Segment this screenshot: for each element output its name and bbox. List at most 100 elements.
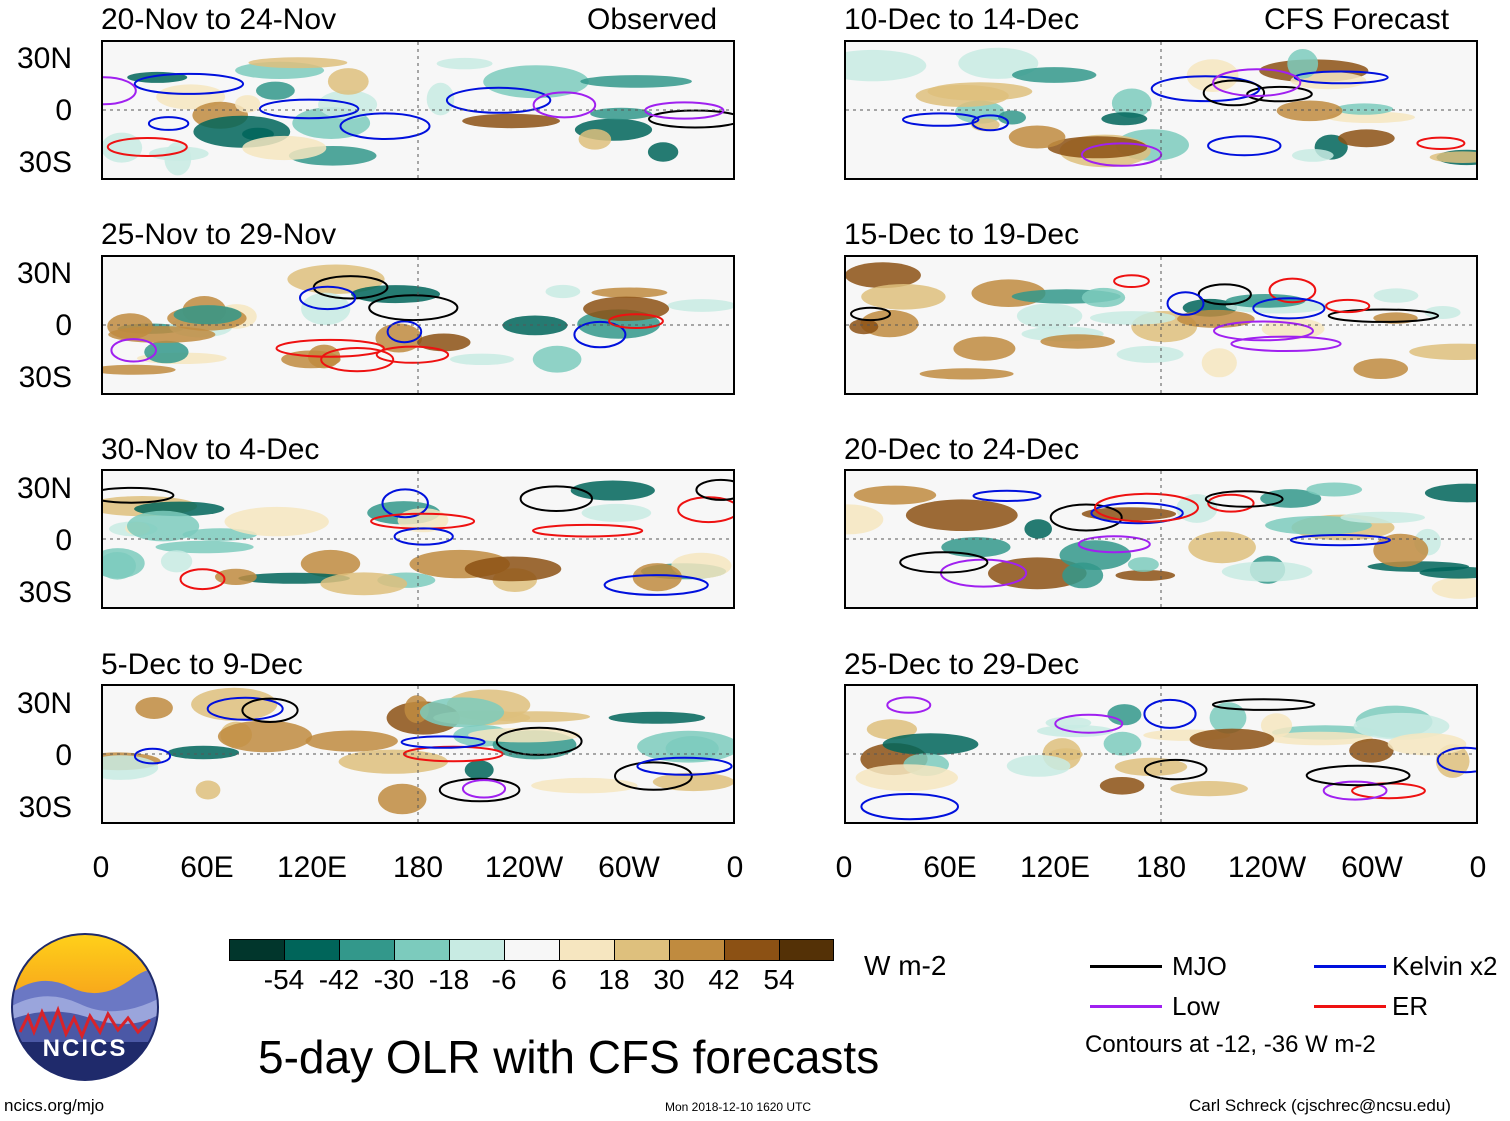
wave-contour — [972, 489, 1042, 502]
map-panel — [844, 40, 1478, 180]
olr-anomaly-shading — [853, 485, 937, 505]
olr-anomaly-shading — [1276, 100, 1343, 122]
olr-anomaly-shading — [849, 319, 879, 335]
olr-anomaly-shading — [632, 563, 682, 592]
lon-label-180: 180 — [392, 851, 444, 884]
logo-text: NCICS — [42, 1035, 128, 1062]
wave-contour — [110, 338, 157, 363]
olr-anomaly-shading — [468, 727, 580, 743]
footer-url[interactable]: ncics.org/mjo — [4, 1096, 105, 1115]
olr-anomaly-shading — [882, 733, 979, 756]
wave-contour — [899, 551, 989, 574]
wave-contour — [1202, 79, 1266, 107]
olr-anomaly-shading — [1291, 149, 1334, 162]
olr-anomaly-shading — [861, 284, 946, 310]
lat-label-30s: 30S — [18, 361, 72, 394]
olr-anomaly-shading — [855, 764, 958, 792]
olr-anomaly-shading — [1177, 309, 1255, 328]
olr-anomaly-shading — [1107, 704, 1142, 726]
wave-contour — [695, 478, 733, 501]
olr-anomaly-shading — [1016, 303, 1083, 329]
olr-anomaly-shading — [846, 49, 927, 82]
colorbar-label: -42 — [318, 964, 360, 995]
panel-title-obs-1: 20-Nov to 24-Nov — [101, 3, 337, 36]
olr-anomaly-shading — [1103, 731, 1142, 756]
lat-label-30s: 30S — [18, 791, 72, 824]
wave-contour — [133, 72, 245, 95]
colorbar-swatch — [284, 939, 340, 961]
olr-anomaly-shading — [235, 95, 261, 113]
olr-anomaly-shading — [155, 540, 254, 554]
panel-title-fc-4: 25-Dec to 29-Dec — [844, 648, 1080, 681]
olr-anomaly-shading — [1047, 136, 1148, 159]
lat-label-30n: 30N — [16, 42, 72, 75]
legend-low-line — [1090, 1005, 1162, 1008]
wave-contour — [1305, 764, 1411, 787]
olr-anomaly-shading — [637, 730, 733, 763]
lon-label-120w: 120W — [1227, 851, 1307, 884]
olr-anomaly-shading — [1335, 103, 1394, 115]
olr-anomaly-shading — [305, 730, 398, 752]
wave-contour — [320, 347, 395, 373]
olr-anomaly-shading — [545, 284, 581, 299]
olr-anomaly-shading — [1326, 111, 1415, 124]
colorbar-label: 18 — [598, 964, 630, 995]
olr-anomaly-shading — [224, 506, 329, 537]
olr-anomaly-shading — [351, 285, 440, 304]
olr-anomaly-shading — [1081, 287, 1126, 308]
olr-anomaly-shading — [217, 720, 313, 753]
wave-contour — [258, 98, 360, 120]
wave-contour — [971, 114, 1010, 132]
olr-anomaly-shading — [1387, 733, 1467, 756]
main-title: 5-day OLR with CFS forecasts — [258, 1031, 880, 1083]
olr-anomaly-shading — [647, 142, 679, 162]
wave-contour — [1436, 746, 1476, 774]
olr-anomaly-shading — [1373, 288, 1419, 303]
olr-anomaly-shading — [103, 364, 176, 375]
wave-contour — [1211, 698, 1316, 711]
colorbar-swatch — [614, 939, 670, 961]
olr-anomaly-shading — [1170, 781, 1248, 797]
olr-anomaly-shading — [1045, 716, 1092, 729]
olr-anomaly-shading — [1431, 577, 1476, 599]
olr-anomaly-shading — [173, 305, 242, 325]
olr-anomaly-shading — [1090, 311, 1176, 325]
olr-anomaly-shading — [338, 749, 448, 774]
olr-anomaly-shading — [287, 264, 385, 294]
wave-contour — [532, 91, 597, 119]
panel-source-forecast: CFS Forecast — [1264, 3, 1450, 36]
wave-contour — [299, 285, 357, 311]
olr-anomaly-shading — [998, 110, 1026, 125]
olr-anomaly-shading — [248, 57, 348, 69]
map-panel — [101, 469, 735, 609]
wave-contour — [1113, 274, 1150, 289]
footer-credit: Carl Schreck (cjschrec@ncsu.edu) — [1189, 1096, 1451, 1115]
olr-anomaly-shading — [532, 345, 582, 373]
colorbar-swatch — [229, 939, 285, 961]
olr-anomaly-shading — [1115, 569, 1176, 581]
panel-title-obs-3: 30-Nov to 4-Dec — [101, 433, 320, 466]
olr-anomaly-shading — [320, 572, 408, 596]
olr-anomaly-shading — [1062, 562, 1104, 589]
wave-contour — [519, 485, 593, 513]
olr-anomaly-shading — [1287, 49, 1319, 79]
legend-kelvin-label: Kelvin x2 — [1392, 951, 1498, 981]
wave-contour — [1416, 136, 1466, 151]
wave-contour — [103, 76, 137, 106]
olr-anomaly-shading — [652, 772, 733, 792]
lon-label-180: 180 — [1135, 851, 1187, 884]
olr-anomaly-shading — [846, 262, 921, 289]
legend-mjo-label: MJO — [1172, 951, 1227, 981]
wave-contour — [573, 320, 627, 349]
colorbar-label: -18 — [428, 964, 470, 995]
panel-title-fc-3: 20-Dec to 24-Dec — [844, 433, 1080, 466]
olr-anomaly-shading — [905, 499, 1018, 531]
wave-contour — [275, 338, 385, 358]
olr-anomaly-shading — [1012, 67, 1097, 83]
panel-title-obs-2: 25-Nov to 29-Nov — [101, 218, 337, 251]
wave-contour — [147, 116, 190, 131]
wave-contour — [1143, 758, 1208, 781]
olr-anomaly-shading — [1353, 358, 1408, 379]
legend-kelvin-line — [1314, 965, 1386, 968]
legend-er-label: ER — [1392, 991, 1429, 1021]
